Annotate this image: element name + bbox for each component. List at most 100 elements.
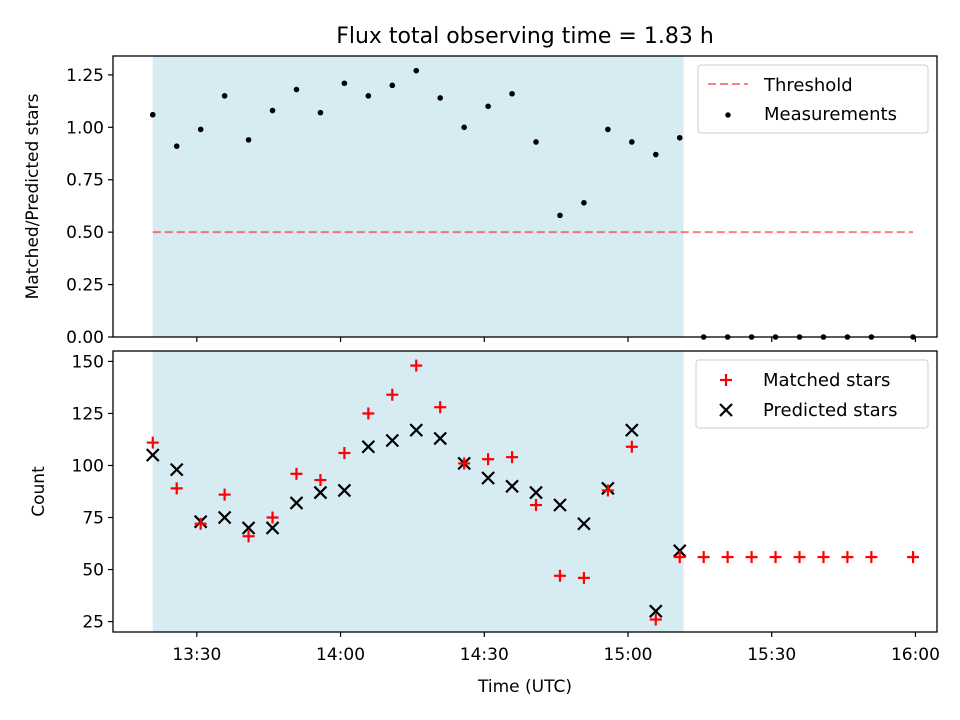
matched-star-point [841, 551, 854, 564]
predicted-star-point-b [577, 516, 591, 531]
predicted-star-point [649, 604, 663, 618]
bottom-y-tick-label: 25 [82, 613, 104, 633]
bottom-y-tick-label: 125 [72, 404, 104, 424]
predicted-star-point-b [529, 485, 543, 500]
legend-matched-swatch [720, 374, 732, 386]
predicted-star-point-b [169, 462, 184, 477]
matched-star-point [458, 457, 471, 470]
predicted-star-point-b [385, 433, 400, 448]
matched-star-point [601, 484, 614, 497]
x-tick-label: 15:00 [604, 645, 653, 665]
matched-star-point [673, 551, 686, 564]
matched-star-point [482, 453, 495, 466]
legend-measurements-label: Measurements [764, 104, 897, 125]
measurement-point [629, 139, 635, 145]
top-y-tick-label: 1.00 [66, 118, 104, 138]
matched-star-point [362, 407, 375, 420]
measurement-point [365, 93, 372, 99]
bottom-x-axis-ticks: 13:30 14:00 14:30 15:00 15:30 16:00 [172, 632, 940, 665]
top-y-axis-label: Matched/Predicted stars [23, 93, 43, 299]
matched-star-point [697, 551, 710, 564]
predicted-star-point-b [265, 521, 280, 535]
predicted-star-point [553, 498, 567, 512]
legend-threshold-label: Threshold [763, 75, 853, 96]
measurement-point [461, 124, 467, 131]
x-tick-label: 15:30 [747, 645, 796, 665]
legend-matched-marker [720, 374, 732, 386]
predicted-star-point [481, 471, 495, 485]
matched-star-point [865, 551, 878, 564]
measurement-point [293, 86, 300, 93]
top-legend-box [697, 64, 929, 134]
predicted-star-point [577, 516, 591, 531]
measurement-point [317, 109, 324, 116]
matched-star-point [314, 474, 327, 487]
matched-star-points [146, 359, 920, 626]
predicted-star-point-b [553, 498, 567, 512]
predicted-star-point-b [481, 471, 495, 485]
top-y-axis-ticks: 0.00 0.25 0.50 0.75 1.00 1.25 [66, 66, 113, 348]
matched-star-point [386, 388, 399, 401]
predicted-star-point [169, 462, 184, 477]
matched-star-point [530, 499, 543, 512]
measurement-point [485, 103, 491, 110]
matched-star-point [146, 436, 159, 449]
legend-predicted-marker [719, 403, 733, 417]
predicted-star-point [672, 544, 687, 558]
matched-star-point [218, 488, 231, 501]
observing-window-shade [152, 56, 684, 337]
top-x-axis-ticks [196, 337, 917, 342]
bottom-plot-frame [112, 350, 938, 633]
legend-measurements-swatch [725, 112, 731, 118]
bottom-y-tick-label: 100 [72, 456, 104, 476]
matched-star-point [577, 571, 590, 584]
measurement-point [437, 95, 444, 101]
predicted-star-point-b [409, 423, 424, 437]
x-tick-label: 16:00 [891, 645, 940, 665]
top-y-tick-label: 0.00 [66, 328, 104, 348]
matched-star-point [290, 467, 303, 480]
matched-star-point [410, 359, 423, 372]
bottom-y-tick-label: 75 [82, 509, 104, 529]
matched-star-point [338, 446, 351, 459]
matched-star-point [266, 511, 279, 524]
predicted-star-point-b [289, 496, 304, 510]
matched-star-point [907, 551, 920, 564]
x-axis-label: Time (UTC) [477, 677, 572, 697]
measurement-point [197, 126, 204, 133]
predicted-star-point [289, 496, 304, 510]
legend-matched-label: Matched stars [763, 370, 890, 391]
predicted-star-point [433, 431, 447, 446]
measurement-point [149, 111, 156, 118]
predicted-star-point [409, 423, 424, 437]
x-tick-label: 13:30 [172, 645, 221, 665]
measurement-point [509, 90, 515, 97]
measurement-point [652, 151, 659, 158]
measurement-point [533, 139, 539, 145]
matched-star-point [769, 551, 782, 564]
bottom-legend: Matched stars Predicted stars [695, 359, 929, 429]
measurement-point [173, 143, 180, 149]
predicted-star-point-b [241, 521, 256, 535]
predicted-star-point [337, 483, 352, 498]
predicted-star-point [361, 439, 376, 454]
x-tick-label: 14:30 [460, 645, 509, 665]
matched-star-point [553, 569, 566, 582]
predicted-star-point-b [361, 439, 376, 454]
measurement-point [245, 137, 252, 143]
measurement-point [269, 107, 276, 114]
predicted-star-point [529, 485, 543, 500]
measurement-point [413, 67, 420, 74]
matched-star-point [194, 517, 207, 530]
predicted-star-point-b [625, 423, 639, 437]
observing-window-shade-bottom [152, 351, 684, 632]
measurement-point [221, 93, 228, 99]
legend-predicted-swatch [719, 403, 733, 417]
bottom-y-tick-label: 150 [72, 352, 104, 372]
measurement-point [389, 82, 396, 89]
bottom-legend-box [695, 359, 929, 429]
measurement-point [557, 212, 563, 219]
predicted-star-point [313, 485, 328, 500]
measurement-point [676, 134, 683, 141]
predicted-star-points [145, 423, 687, 618]
